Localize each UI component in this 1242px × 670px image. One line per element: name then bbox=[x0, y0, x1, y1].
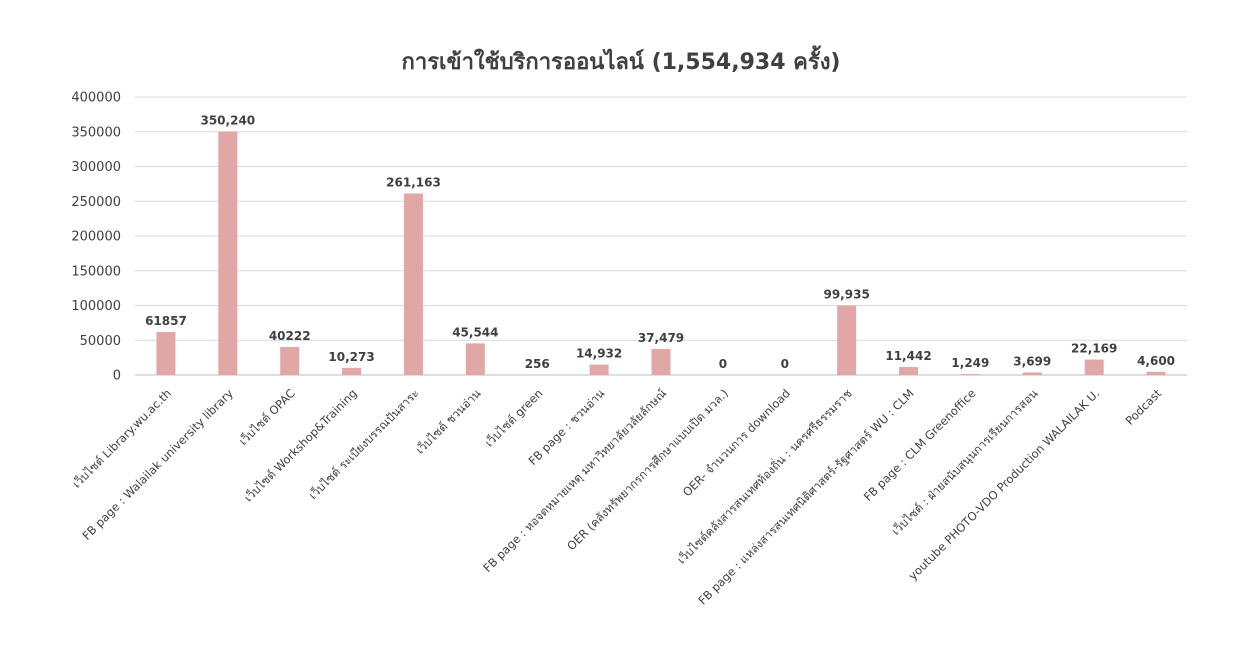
category-label: เว็บไซต์ green bbox=[481, 386, 545, 450]
bar bbox=[899, 367, 919, 375]
category-label: เว็บไซต์ Library.wu.ac.th bbox=[69, 386, 174, 491]
data-label: 0 bbox=[781, 357, 789, 371]
data-label: 22,169 bbox=[1071, 342, 1117, 356]
data-label: 1,249 bbox=[951, 356, 989, 370]
gridlines bbox=[135, 96, 1187, 376]
y-tick-label: 100000 bbox=[71, 299, 121, 314]
category-label: FB page : CLM Greenoffice bbox=[861, 386, 979, 504]
bar bbox=[342, 367, 362, 375]
category-label: เว็บไซต์ ชวนอ่าน bbox=[412, 385, 483, 456]
category-label: FB page : แหล่งสารสนเทศนิติศาสตร์-รัฐศาส… bbox=[695, 386, 916, 607]
y-tick-label: 0 bbox=[113, 369, 121, 384]
y-tick-label: 300000 bbox=[71, 160, 121, 175]
y-tick-label: 150000 bbox=[71, 264, 121, 279]
bar bbox=[403, 193, 423, 375]
y-tick-label: 200000 bbox=[71, 230, 121, 245]
bar bbox=[465, 343, 485, 375]
bar bbox=[156, 332, 176, 375]
data-label: 99,935 bbox=[823, 288, 869, 302]
data-label: 0 bbox=[719, 357, 727, 371]
bar bbox=[280, 347, 300, 375]
data-label: 14,932 bbox=[576, 347, 622, 361]
data-label: 11,442 bbox=[885, 349, 931, 363]
category-label: เว็บไซต์ OPAC bbox=[235, 386, 297, 448]
data-label: 37,479 bbox=[638, 331, 684, 345]
data-label: 10,273 bbox=[328, 350, 374, 364]
bar bbox=[1084, 359, 1104, 375]
data-label: 350,240 bbox=[200, 114, 255, 128]
data-label: 256 bbox=[525, 357, 550, 371]
data-label: 261,163 bbox=[386, 175, 441, 189]
y-axis-ticks: 0 50000 100000 150000 200000 250000 300000 3500… bbox=[71, 91, 121, 384]
data-labels: 61857 350,240 40222 10,273 261,163 45,544 256 1… bbox=[145, 114, 1175, 371]
data-label: 40222 bbox=[269, 329, 311, 343]
data-label: 4,600 bbox=[1137, 354, 1175, 368]
bar bbox=[589, 364, 609, 375]
category-label: เว็บไซต์ Workshop&Training bbox=[241, 386, 360, 505]
data-label: 45,544 bbox=[452, 325, 498, 339]
y-tick-label: 250000 bbox=[71, 195, 121, 210]
bar bbox=[651, 348, 671, 375]
y-tick-label: 400000 bbox=[71, 91, 121, 106]
chart-title: การเข้าใช้บริการออนไลน์ (1,554,934 ครั้ง… bbox=[401, 50, 841, 75]
category-label: เว็บไซต์ ระเบียงบรรณปันสาระ bbox=[305, 386, 421, 502]
bar bbox=[218, 131, 238, 375]
bars bbox=[156, 131, 1166, 375]
data-label: 61857 bbox=[145, 314, 187, 328]
bar bbox=[1022, 372, 1042, 375]
category-label: Podcast bbox=[1123, 386, 1165, 428]
category-label: OER- จำนวนการ download bbox=[680, 386, 793, 499]
bar bbox=[1146, 371, 1166, 375]
data-label: 3,699 bbox=[1013, 354, 1051, 368]
y-tick-label: 350000 bbox=[71, 125, 121, 140]
bar bbox=[960, 374, 980, 375]
bar bbox=[837, 305, 857, 375]
y-tick-label: 50000 bbox=[80, 334, 121, 349]
